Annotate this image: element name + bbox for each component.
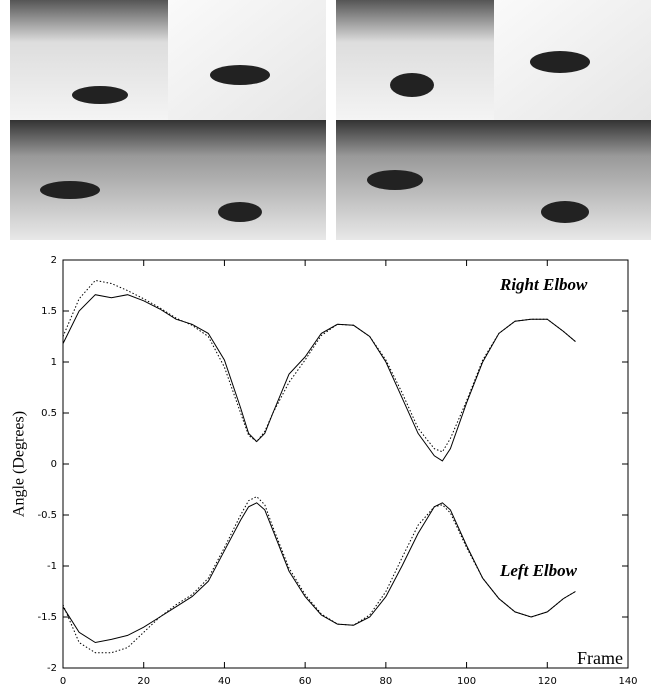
y-tick-label: -0.5 [37, 510, 57, 521]
x-tick-label: 120 [538, 676, 557, 687]
photo [168, 120, 326, 240]
x-axis-label: Frame [577, 648, 623, 668]
annotation: Left Elbow [499, 561, 578, 580]
y-tick-label: -1 [47, 561, 57, 572]
annotation: Right Elbow [499, 275, 588, 294]
photo [10, 120, 168, 240]
x-tick-label: 80 [379, 676, 392, 687]
photo [168, 0, 326, 120]
y-tick-label: -2 [47, 663, 57, 674]
photo [336, 0, 494, 120]
data-line [63, 280, 576, 451]
x-tick-label: 140 [618, 676, 637, 687]
x-tick-label: 60 [299, 676, 312, 687]
x-tick-label: 40 [218, 676, 231, 687]
y-tick-label: 2 [51, 255, 57, 266]
figure: Right Elbow Left Elbow Frame Angle (Degr… [0, 0, 651, 690]
y-tick-label: 1 [51, 357, 57, 368]
y-tick-label: 0.5 [41, 408, 57, 419]
plot-frame [63, 260, 628, 668]
x-tick-label: 0 [60, 676, 66, 687]
x-tick-label: 100 [457, 676, 476, 687]
y-tick-label: 0 [51, 459, 57, 470]
data-line [63, 503, 576, 643]
y-axis-label: Angle (Degrees) [11, 411, 28, 517]
data-line [63, 295, 576, 461]
y-tick-label: 1.5 [41, 306, 57, 317]
photo-panels [10, 0, 651, 240]
x-tick-label: 20 [137, 676, 150, 687]
y-tick-label: -1.5 [37, 612, 57, 623]
